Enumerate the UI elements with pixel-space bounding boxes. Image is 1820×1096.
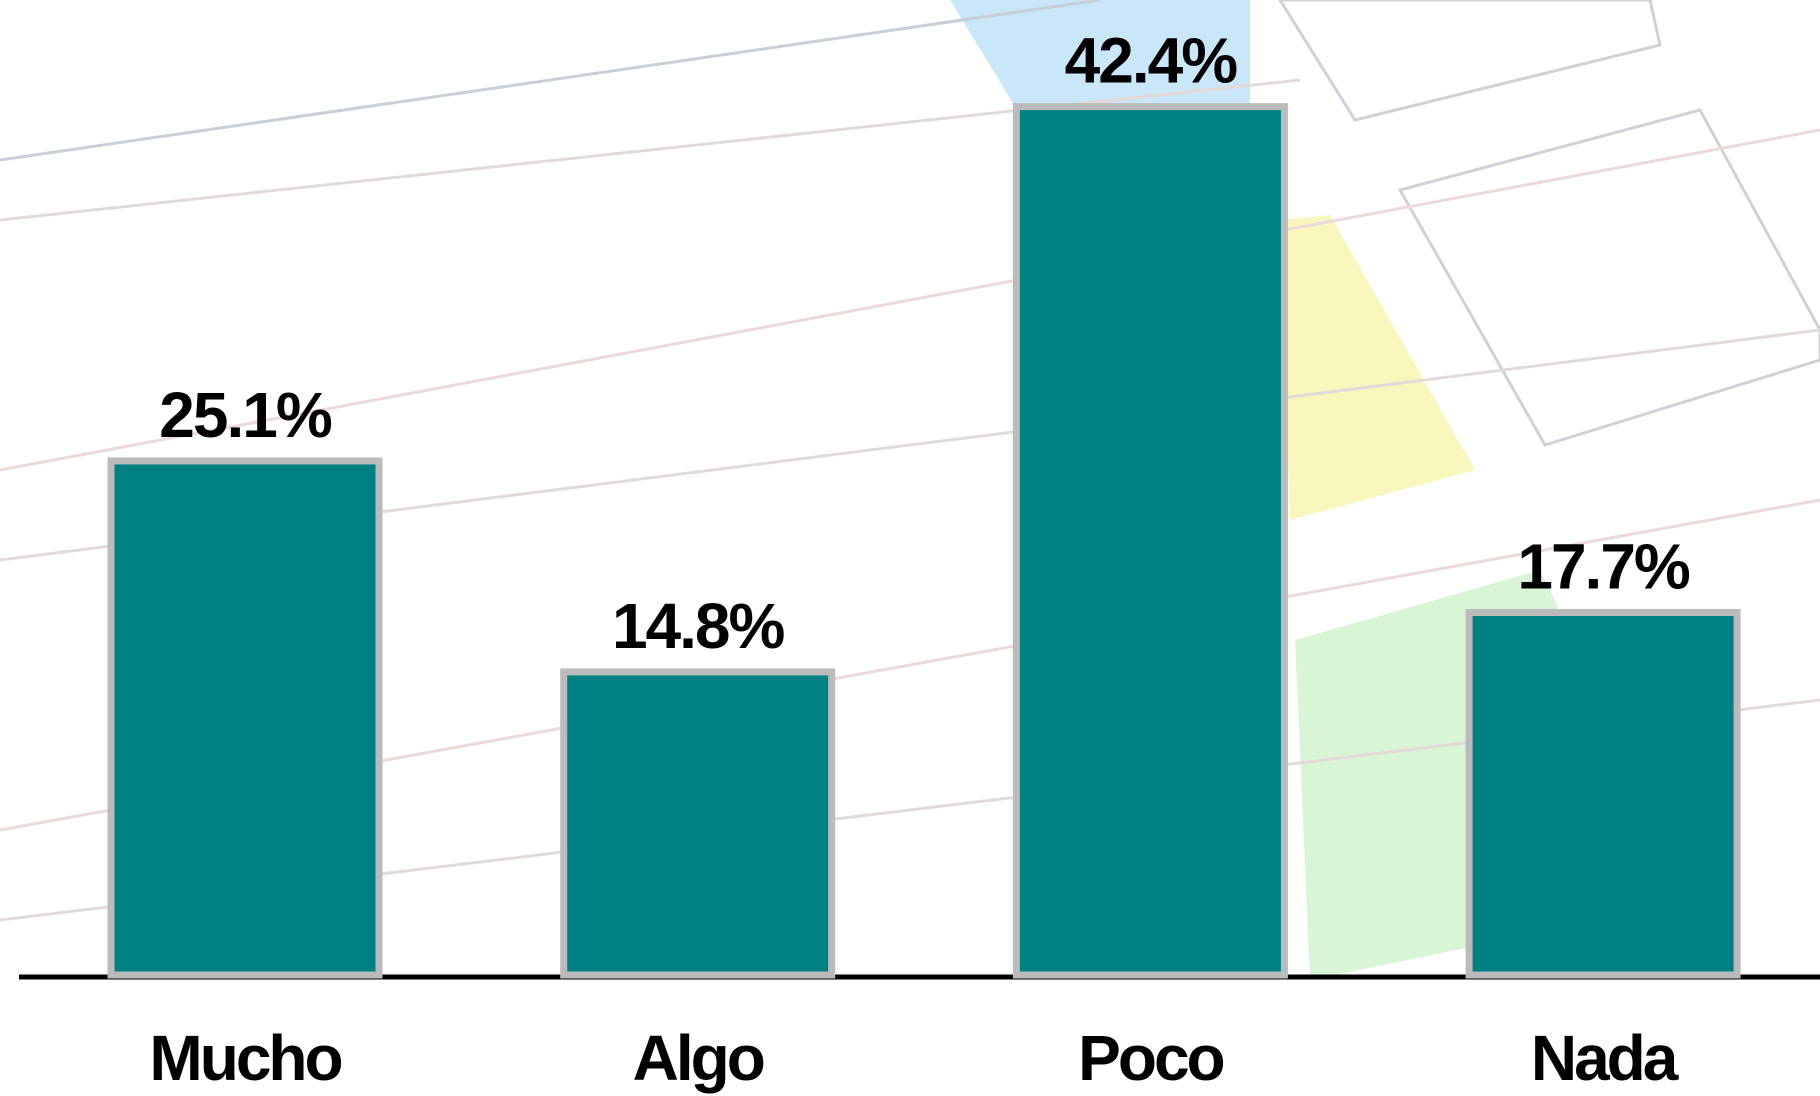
x-tick-label: Poco <box>1078 1022 1223 1094</box>
value-label: 25.1% <box>159 379 332 451</box>
ballot-yellow-box <box>1280 215 1475 520</box>
ballot-line <box>0 0 1100 160</box>
page: {"chart_data": {"type": "bar", "categori… <box>0 0 1820 1096</box>
x-tick-label: Mucho <box>149 1022 341 1094</box>
bar <box>111 461 379 975</box>
bar <box>1016 107 1284 975</box>
value-label: 14.8% <box>612 590 785 662</box>
bar <box>564 672 832 975</box>
x-tick-label: Nada <box>1531 1022 1679 1094</box>
value-label: 17.7% <box>1517 531 1690 603</box>
ballot-box-outline <box>1400 110 1820 445</box>
chart: 25.1% Mucho 14.8% Algo 42.4% Poco 17.7% Nada <box>0 0 1820 1096</box>
ballot-box-outline <box>1280 0 1660 120</box>
x-tick-label: Algo <box>633 1022 764 1094</box>
bar <box>1469 613 1737 975</box>
value-label: 42.4% <box>1065 25 1238 97</box>
